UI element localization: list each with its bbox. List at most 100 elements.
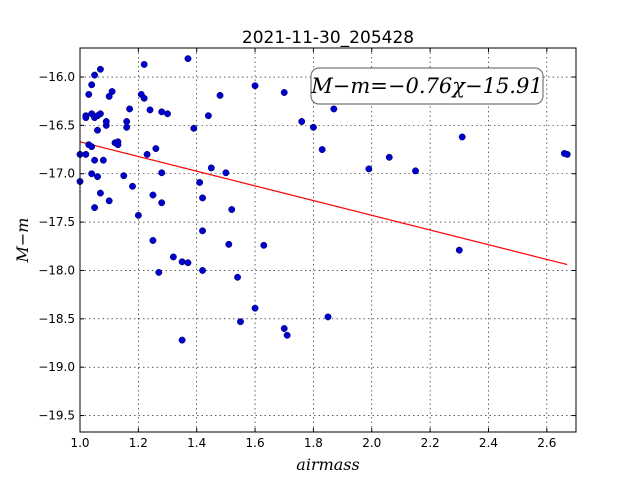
data-point bbox=[158, 108, 166, 116]
data-point bbox=[365, 165, 373, 173]
data-point bbox=[184, 55, 192, 63]
y-tick-labels: −16.0 −16.5 −17.0 −17.5 −18.0 −18.5 −19.0 −19.5 bbox=[38, 70, 75, 423]
y-tick-label: −16.0 bbox=[38, 70, 75, 84]
data-point bbox=[94, 126, 101, 134]
data-point bbox=[123, 123, 131, 131]
y-tick-label: −18.0 bbox=[38, 263, 75, 277]
data-point bbox=[105, 197, 113, 205]
data-point bbox=[155, 268, 163, 276]
x-tick-label: 1.8 bbox=[304, 436, 323, 450]
data-point bbox=[158, 169, 166, 177]
data-point bbox=[178, 258, 186, 266]
data-point bbox=[207, 164, 215, 172]
data-point bbox=[108, 88, 116, 95]
ticks bbox=[79, 48, 576, 432]
data-points bbox=[76, 55, 571, 344]
data-point bbox=[318, 146, 326, 154]
data-point bbox=[237, 318, 244, 326]
fit-annotation: M−m=−0.76χ−15.91 bbox=[310, 67, 544, 105]
data-point bbox=[91, 204, 99, 212]
data-point bbox=[225, 240, 233, 248]
x-axis-label: airmass bbox=[296, 455, 359, 474]
data-point bbox=[82, 114, 90, 122]
data-point bbox=[196, 178, 204, 186]
data-point bbox=[385, 153, 393, 161]
data-point bbox=[199, 267, 206, 274]
x-tick-label: 1.2 bbox=[129, 436, 148, 450]
x-tick-label: 1.0 bbox=[70, 436, 89, 450]
data-point bbox=[234, 273, 242, 281]
data-point bbox=[309, 123, 317, 131]
data-point bbox=[184, 259, 192, 267]
data-point bbox=[251, 82, 259, 90]
data-point bbox=[324, 313, 332, 321]
data-point bbox=[91, 71, 99, 79]
data-point bbox=[228, 206, 236, 213]
data-point bbox=[88, 81, 96, 89]
plot-frame bbox=[79, 47, 577, 433]
data-point bbox=[251, 304, 259, 312]
data-point bbox=[143, 150, 151, 158]
y-tick-label: −16.5 bbox=[38, 118, 75, 132]
x-tick-label: 1.4 bbox=[187, 436, 206, 450]
data-point bbox=[222, 169, 230, 177]
y-tick-label: −17.5 bbox=[38, 215, 75, 229]
data-point bbox=[96, 110, 104, 118]
fit-line bbox=[79, 141, 568, 266]
data-point bbox=[260, 241, 268, 249]
data-point bbox=[158, 199, 166, 207]
data-point bbox=[91, 156, 99, 164]
y-tick-label: −19.0 bbox=[38, 360, 75, 374]
data-point bbox=[152, 145, 160, 153]
data-point bbox=[412, 167, 419, 175]
data-point bbox=[102, 118, 110, 125]
data-point bbox=[96, 189, 104, 197]
annotation-box bbox=[310, 67, 544, 105]
data-point bbox=[199, 227, 206, 235]
data-point bbox=[455, 246, 463, 254]
data-point bbox=[146, 106, 154, 114]
data-point bbox=[140, 60, 148, 68]
y-tick-label: −18.5 bbox=[38, 312, 75, 326]
data-point bbox=[134, 211, 142, 219]
data-point bbox=[123, 118, 131, 125]
data-point bbox=[82, 150, 90, 158]
data-point bbox=[96, 65, 104, 73]
data-point bbox=[216, 91, 224, 99]
chart-title: 2021-11-30_205428 bbox=[242, 28, 414, 48]
data-point bbox=[280, 89, 288, 96]
data-point bbox=[129, 182, 136, 190]
x-tick-label: 2.2 bbox=[421, 436, 440, 450]
data-point bbox=[283, 331, 291, 339]
y-tick-label: −17.0 bbox=[38, 167, 75, 181]
data-point bbox=[178, 336, 186, 344]
x-tick-labels: 1.0 1.2 1.4 1.6 1.8 2.0 2.2 2.4 2.6 bbox=[70, 436, 556, 450]
data-point bbox=[149, 237, 157, 244]
data-point bbox=[85, 90, 93, 98]
data-point bbox=[458, 133, 466, 141]
data-point bbox=[330, 105, 338, 113]
data-point bbox=[298, 118, 306, 125]
annotation-text: M−m=−0.76χ−15.91 bbox=[310, 74, 542, 98]
data-point bbox=[280, 325, 288, 332]
data-point bbox=[88, 143, 96, 151]
data-point bbox=[120, 172, 128, 180]
x-tick-label: 2.6 bbox=[537, 436, 556, 450]
data-point bbox=[94, 173, 101, 181]
data-point bbox=[126, 105, 134, 113]
data-point bbox=[199, 194, 206, 202]
y-axis-label: M−m bbox=[13, 218, 32, 264]
data-point bbox=[204, 112, 212, 120]
x-tick-label: 2.4 bbox=[479, 436, 498, 450]
data-point bbox=[169, 253, 177, 261]
data-point bbox=[563, 150, 571, 158]
data-point bbox=[114, 141, 122, 149]
data-point bbox=[99, 156, 107, 164]
data-point bbox=[149, 191, 157, 199]
y-tick-label: −19.5 bbox=[38, 409, 75, 423]
data-point bbox=[190, 124, 198, 132]
data-point bbox=[88, 170, 96, 178]
data-point bbox=[140, 94, 148, 102]
data-point bbox=[164, 110, 171, 118]
